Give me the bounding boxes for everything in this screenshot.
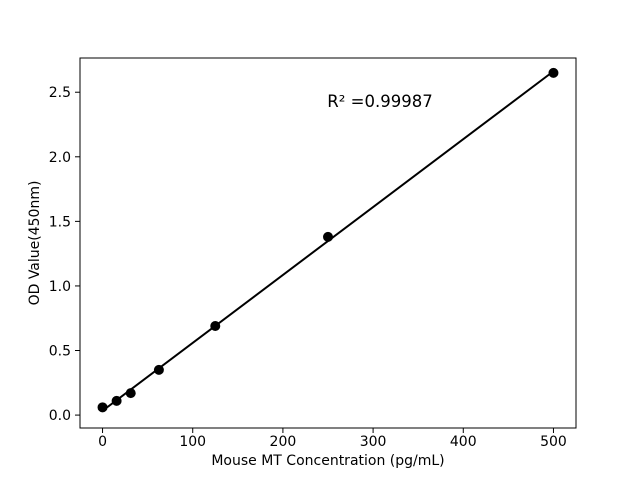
data-point-marker: [125, 388, 136, 399]
r-squared-annotation: R² =0.99987: [327, 92, 433, 111]
y-tick-label: 1.5: [49, 214, 71, 230]
data-point-marker: [210, 320, 221, 331]
x-tick-label: 400: [450, 434, 477, 450]
data-point-marker: [97, 402, 108, 413]
x-tick-label: 300: [360, 434, 387, 450]
x-tick-label: 100: [179, 434, 206, 450]
y-tick-label: 0.5: [49, 344, 71, 360]
y-axis-label: OD Value(450nm): [27, 180, 43, 306]
x-tick-label: 500: [540, 434, 567, 450]
y-tick-label: 2.5: [49, 85, 71, 101]
data-point-marker: [153, 364, 164, 375]
x-axis-label: Mouse MT Concentration (pg/mL): [211, 453, 445, 469]
y-tick-label: 1.0: [49, 279, 71, 295]
data-point-marker: [323, 231, 333, 242]
x-tick-label: 200: [270, 434, 297, 450]
y-tick-label: 2.0: [49, 150, 71, 166]
x-tick-label: 0: [98, 434, 107, 450]
data-point-marker: [111, 395, 122, 406]
data-point-marker: [548, 67, 559, 78]
y-tick-label: 0.0: [49, 408, 71, 424]
